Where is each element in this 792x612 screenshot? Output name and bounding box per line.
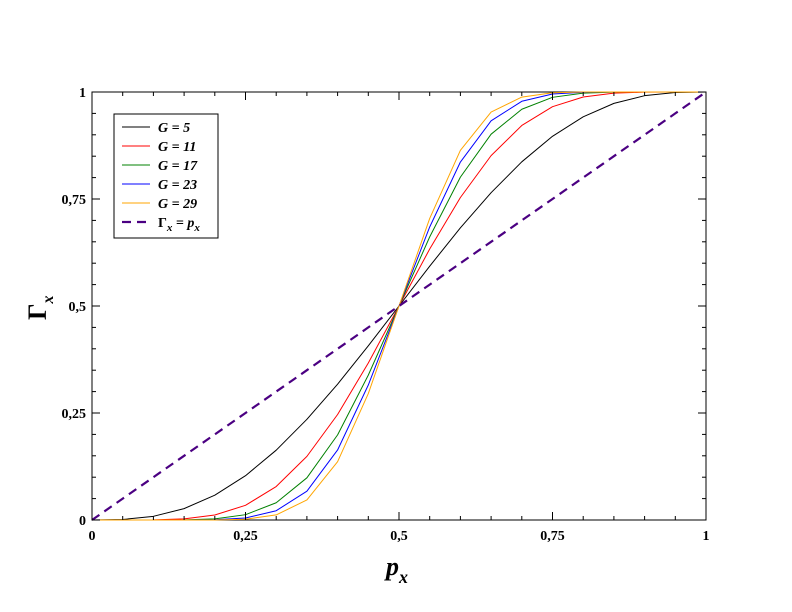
y-tick-label: 0 xyxy=(79,514,86,529)
x-tick-label: 0,25 xyxy=(233,529,258,544)
series-layer xyxy=(91,91,707,521)
y-axis-title-main: Γ xyxy=(23,303,52,320)
series-line-6 xyxy=(91,91,707,521)
x-tick-label: 0,5 xyxy=(390,529,408,544)
legend-items: G = 5 G = 11 G = 17 G = 23 G = 29 Γx = px xyxy=(122,121,200,234)
y-tick-label: 0,5 xyxy=(69,300,87,315)
x-axis-title: px xyxy=(384,552,408,587)
legend-label: G = 11 xyxy=(158,140,196,155)
y-axis-title: Γx xyxy=(23,295,57,320)
legend-box xyxy=(113,113,219,239)
y-tick-label: 0,25 xyxy=(62,407,87,422)
legend-label: Γx = px xyxy=(158,216,200,234)
y-axis-ticks: 0 0,25 0,5 0,75 1 xyxy=(62,86,706,529)
x-axis-ticks: 0 0,25 0,5 0,75 1 xyxy=(89,92,710,544)
x-axis-title-sub: x xyxy=(398,567,408,587)
y-axis-title-sub: x xyxy=(40,295,57,304)
x-tick-label: 1 xyxy=(703,529,710,544)
legend-label: G = 29 xyxy=(158,197,197,212)
x-tick-label: 0 xyxy=(89,529,96,544)
series-line-5 xyxy=(92,91,706,521)
y-tick-label: 0,75 xyxy=(62,193,87,208)
y-tick-label: 1 xyxy=(79,86,86,101)
legend-label: G = 5 xyxy=(158,121,190,136)
legend-label: G = 17 xyxy=(158,159,198,174)
legend-label: G = 23 xyxy=(158,178,197,193)
legend: G = 5 G = 11 G = 17 G = 23 G = 29 Γx = px xyxy=(113,113,219,239)
x-axis-title-main: p xyxy=(384,552,399,581)
plot-area: 0 0,25 0,5 0,75 1 0 0,25 0,5 0,75 1 xyxy=(62,86,710,544)
x-tick-label: 0,75 xyxy=(540,529,565,544)
